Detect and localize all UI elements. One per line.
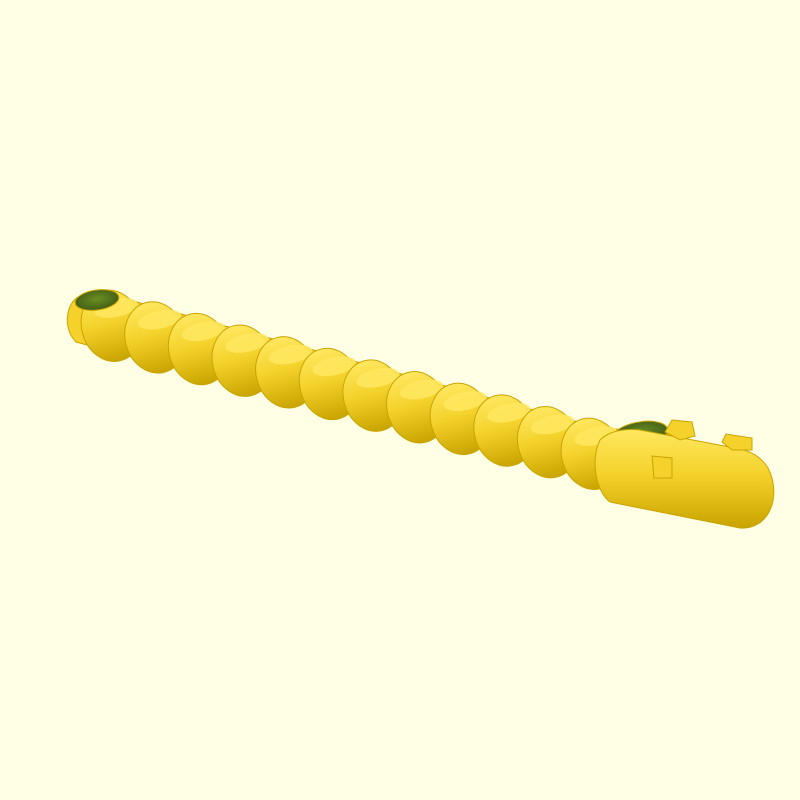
segment-top-cap bbox=[225, 332, 269, 353]
segment-top-cap bbox=[487, 402, 531, 423]
tube-end-cap bbox=[594, 429, 775, 529]
mount-tab bbox=[721, 433, 753, 451]
segment-top-cap bbox=[530, 414, 574, 435]
segment-top-cap bbox=[399, 379, 444, 400]
mount-tab bbox=[651, 455, 673, 479]
segmented-tube-model[interactable] bbox=[66, 283, 775, 529]
segment-top-cap bbox=[138, 309, 182, 330]
mount-tab bbox=[664, 419, 696, 441]
segment-top-cap bbox=[268, 344, 313, 365]
left-end-opening bbox=[74, 289, 120, 311]
tube-segments bbox=[80, 289, 623, 490]
segment-top-cap bbox=[312, 356, 356, 377]
segment-top-cap bbox=[356, 367, 400, 388]
segment-top-cap bbox=[443, 391, 487, 412]
segment-top-cap bbox=[181, 321, 225, 342]
